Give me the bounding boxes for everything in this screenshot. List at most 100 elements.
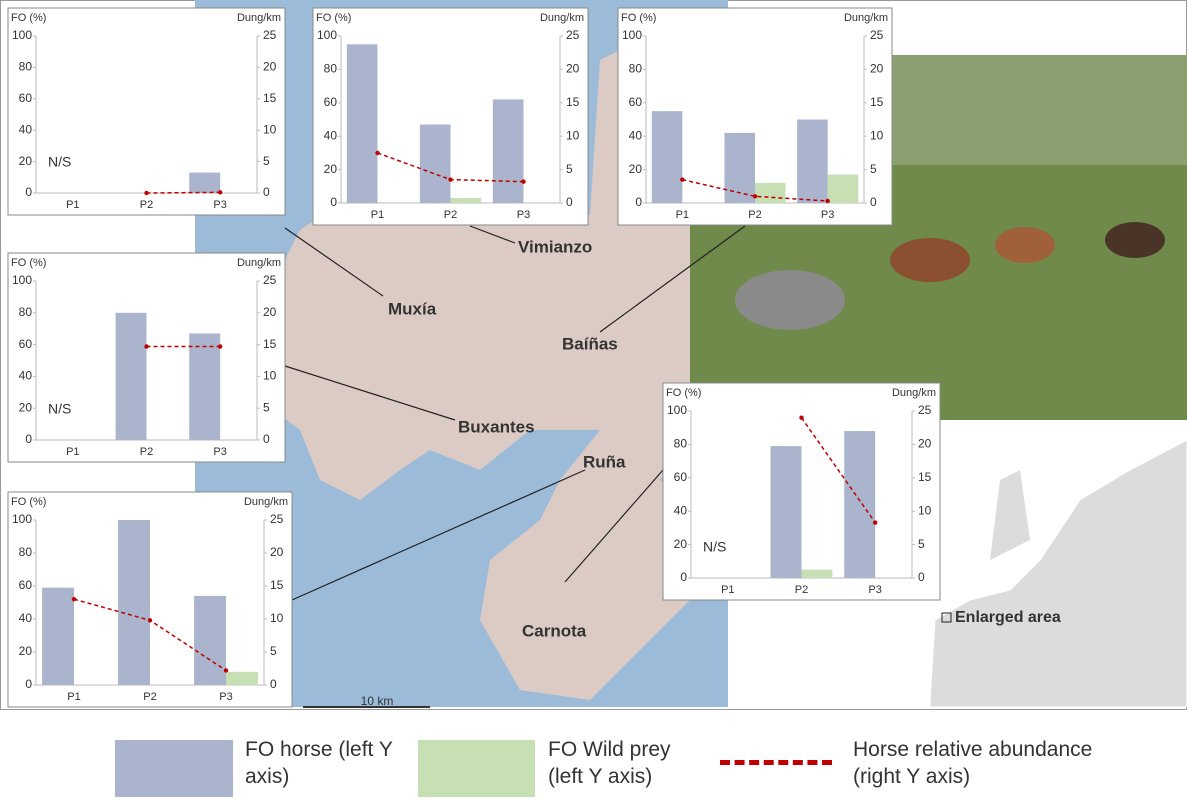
annotation: N/S [48,401,71,417]
bar [115,312,147,440]
leader-line [469,225,516,244]
y-tick-label: 40 [19,611,33,625]
x-tick-label: P2 [140,199,153,211]
x-tick-label: P2 [795,584,808,596]
chart-panel [7,7,286,216]
y2-tick-label: 0 [870,195,877,209]
y-tick-label: 0 [680,570,687,584]
x-tick-label: P1 [66,199,79,211]
bar [42,587,74,685]
y2-axis-title: Dung/km [540,12,584,24]
europe [929,439,1187,708]
x-tick-label: P1 [66,446,79,458]
x-tick-label: P1 [67,691,80,703]
y-tick-label: 80 [19,545,33,559]
line-point [144,190,149,196]
y-tick-label: 60 [629,95,643,109]
y2-axis-title: Dung/km [844,12,888,24]
y2-tick-label: 5 [263,400,270,414]
leader-line [564,469,664,583]
place-label: Buxantes [458,417,535,436]
y-tick-label: 100 [12,512,32,526]
legend-swatch [418,740,535,797]
y2-axis-title: Dung/km [237,257,281,269]
bar [226,671,258,685]
y-axis-title: FO (%) [11,496,46,508]
bar [189,333,221,440]
figure-canvas: Enlarged area 10 km Muxía Vimianzo Baíñas B… [0,0,1187,710]
y-tick-label: 40 [19,369,33,383]
bar [450,197,482,203]
line-series [146,191,221,194]
y2-tick-label: 15 [270,578,284,592]
leader-line [291,469,586,601]
x-tick-label: P2 [140,446,153,458]
y2-tick-label: 25 [870,28,884,42]
y2-tick-label: 20 [566,62,580,76]
x-tick-label: P1 [676,209,689,221]
y-tick-label: 100 [667,403,687,417]
y-tick-label: 80 [324,62,338,76]
britain [990,470,1030,560]
y-tick-label: 100 [622,28,642,42]
y-tick-label: 100 [12,28,32,42]
horse [1105,222,1165,258]
line-point [375,150,380,156]
y-tick-label: 100 [12,273,32,287]
line-point [223,668,229,673]
bar [797,119,828,203]
y2-tick-label: 25 [566,28,580,42]
y2-tick-label: 25 [263,273,277,287]
y-tick-label: 20 [324,162,338,176]
y-tick-label: 20 [19,154,33,168]
inset-label: Enlarged area [955,609,1061,626]
y2-tick-label: 0 [270,677,277,691]
line-point [752,194,758,199]
y2-tick-label: 15 [918,470,932,484]
y-tick-label: 80 [629,62,643,76]
y2-tick-label: 25 [263,28,277,42]
bar [827,174,859,203]
legend-label: FO Wild prey (left Y axis) [548,738,671,788]
place-label: Vimianzo [518,237,592,256]
x-tick-label: P2 [748,209,761,221]
y2-tick-label: 20 [870,62,884,76]
x-tick-label: P1 [371,209,384,221]
y2-tick-label: 25 [270,512,284,526]
y2-tick-label: 20 [918,437,932,451]
line-point [71,597,77,602]
y2-tick-label: 10 [263,369,277,383]
line-point [825,198,830,204]
y-tick-label: 40 [19,122,33,136]
bar [801,569,833,578]
x-tick-label: P3 [517,209,530,221]
line-point [521,179,526,184]
y2-tick-label: 10 [918,503,932,517]
y-axis-title: FO (%) [316,12,351,24]
bar [346,44,378,203]
bar [724,132,755,203]
annotation: N/S [48,154,71,170]
inset-marker [941,612,952,623]
y-tick-label: 20 [629,162,643,176]
y2-tick-label: 15 [263,337,277,351]
x-tick-label: P3 [213,199,226,211]
y-tick-label: 20 [19,644,33,658]
y2-tick-label: 20 [263,60,277,74]
legend-swatch [720,760,832,765]
x-tick-label: P3 [213,446,226,458]
y-tick-label: 60 [19,91,33,105]
horse [735,270,845,330]
y-tick-label: 0 [25,677,32,691]
line-point [799,415,804,420]
bar [755,182,786,203]
place-label: Muxía [388,299,437,318]
line-point [217,190,223,195]
y2-tick-label: 10 [566,128,580,142]
y2-tick-label: 10 [270,611,284,625]
bar [118,520,150,685]
y-tick-label: 40 [324,128,338,142]
y2-axis-title: Dung/km [892,387,936,399]
x-tick-label: P1 [721,584,734,596]
